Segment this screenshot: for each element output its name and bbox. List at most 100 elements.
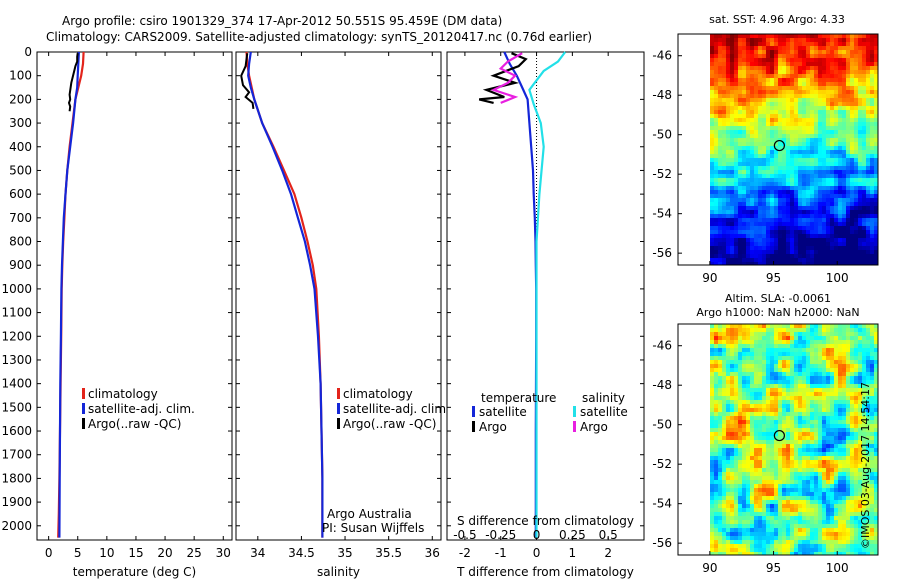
- map-cell: [842, 130, 846, 134]
- map-cell: [846, 134, 850, 138]
- map-cell: [770, 98, 774, 102]
- map-cell: [778, 234, 782, 238]
- map-cell: [818, 246, 822, 250]
- map-cell: [810, 134, 814, 138]
- map-cell: [734, 504, 738, 508]
- map-cell: [834, 324, 838, 328]
- map-cell: [758, 82, 762, 86]
- map-cell: [806, 360, 810, 364]
- map-cell: [782, 74, 786, 78]
- map-cell: [758, 246, 762, 250]
- map-cell: [790, 218, 794, 222]
- map-cell: [830, 340, 834, 344]
- map-cell: [870, 138, 874, 142]
- map-cell: [854, 198, 858, 202]
- map-cell: [810, 332, 814, 336]
- map-cell: [738, 174, 742, 178]
- map-cell: [794, 504, 798, 508]
- map-cell: [738, 468, 742, 472]
- map-cell: [806, 452, 810, 456]
- map-cell: [862, 388, 866, 392]
- map-cell: [794, 82, 798, 86]
- map-cell: [790, 384, 794, 388]
- map-cell: [742, 254, 746, 258]
- map-cell: [730, 102, 734, 106]
- map-cell: [770, 246, 774, 250]
- map-cell: [774, 372, 778, 376]
- map-cell: [854, 380, 858, 384]
- map-cell: [722, 66, 726, 70]
- map-cell: [750, 130, 754, 134]
- map-cell: [794, 492, 798, 496]
- map-cell: [746, 352, 750, 356]
- map-cell: [814, 368, 818, 372]
- map-cell: [726, 372, 730, 376]
- map-cell: [866, 222, 870, 226]
- map-cell: [874, 118, 878, 122]
- map-cell: [826, 340, 830, 344]
- map-cell: [810, 524, 814, 528]
- map-cell: [742, 408, 746, 412]
- map-cell: [766, 94, 770, 98]
- map-cell: [862, 34, 866, 38]
- map-cell: [766, 230, 770, 234]
- map-cell: [734, 138, 738, 142]
- map-cell: [858, 146, 862, 150]
- map-cell: [714, 416, 718, 420]
- map-cell: [838, 460, 842, 464]
- map-cell: [754, 328, 758, 332]
- map-cell: [778, 122, 782, 126]
- map-cell: [710, 432, 714, 436]
- map-cell: [782, 532, 786, 536]
- map-cell: [786, 508, 790, 512]
- map-cell: [866, 130, 870, 134]
- map-cell: [738, 250, 742, 254]
- map-cell: [854, 368, 858, 372]
- map-cell: [814, 154, 818, 158]
- map-cell: [830, 122, 834, 126]
- map-cell: [746, 122, 750, 126]
- y-tick-label: 1900: [1, 495, 32, 509]
- map-cell: [722, 384, 726, 388]
- map-cell: [854, 452, 858, 456]
- map-cell: [822, 396, 826, 400]
- map-cell: [718, 536, 722, 540]
- map-cell: [794, 254, 798, 258]
- map-cell: [870, 62, 874, 66]
- map-cell: [810, 392, 814, 396]
- map-cell: [842, 392, 846, 396]
- map-cell: [750, 540, 754, 544]
- map-cell: [786, 328, 790, 332]
- map-cell: [766, 464, 770, 468]
- map-cell: [822, 42, 826, 46]
- map-cell: [710, 42, 714, 46]
- map-cell: [858, 380, 862, 384]
- map-cell: [754, 262, 758, 265]
- map-cell: [762, 210, 766, 214]
- map-cell: [830, 222, 834, 226]
- map-cell: [774, 134, 778, 138]
- map-cell: [710, 368, 714, 372]
- map-cell: [730, 432, 734, 436]
- map-cell: [826, 98, 830, 102]
- map-cell: [726, 150, 730, 154]
- map-cell: [738, 118, 742, 122]
- map-cell: [838, 448, 842, 452]
- map-cell: [778, 468, 782, 472]
- map-cell: [854, 122, 858, 126]
- map-cell: [738, 524, 742, 528]
- map-cell: [734, 198, 738, 202]
- map-cell: [814, 246, 818, 250]
- map-cell: [874, 218, 878, 222]
- map-cell: [822, 476, 826, 480]
- map-cell: [794, 388, 798, 392]
- map-cell: [814, 190, 818, 194]
- map-cell: [822, 58, 826, 62]
- map-cell: [754, 114, 758, 118]
- map-cell: [874, 194, 878, 198]
- map-cell: [754, 488, 758, 492]
- map-cell: [730, 226, 734, 230]
- map-cell: [802, 500, 806, 504]
- map-cell: [802, 206, 806, 210]
- map-cell: [838, 368, 842, 372]
